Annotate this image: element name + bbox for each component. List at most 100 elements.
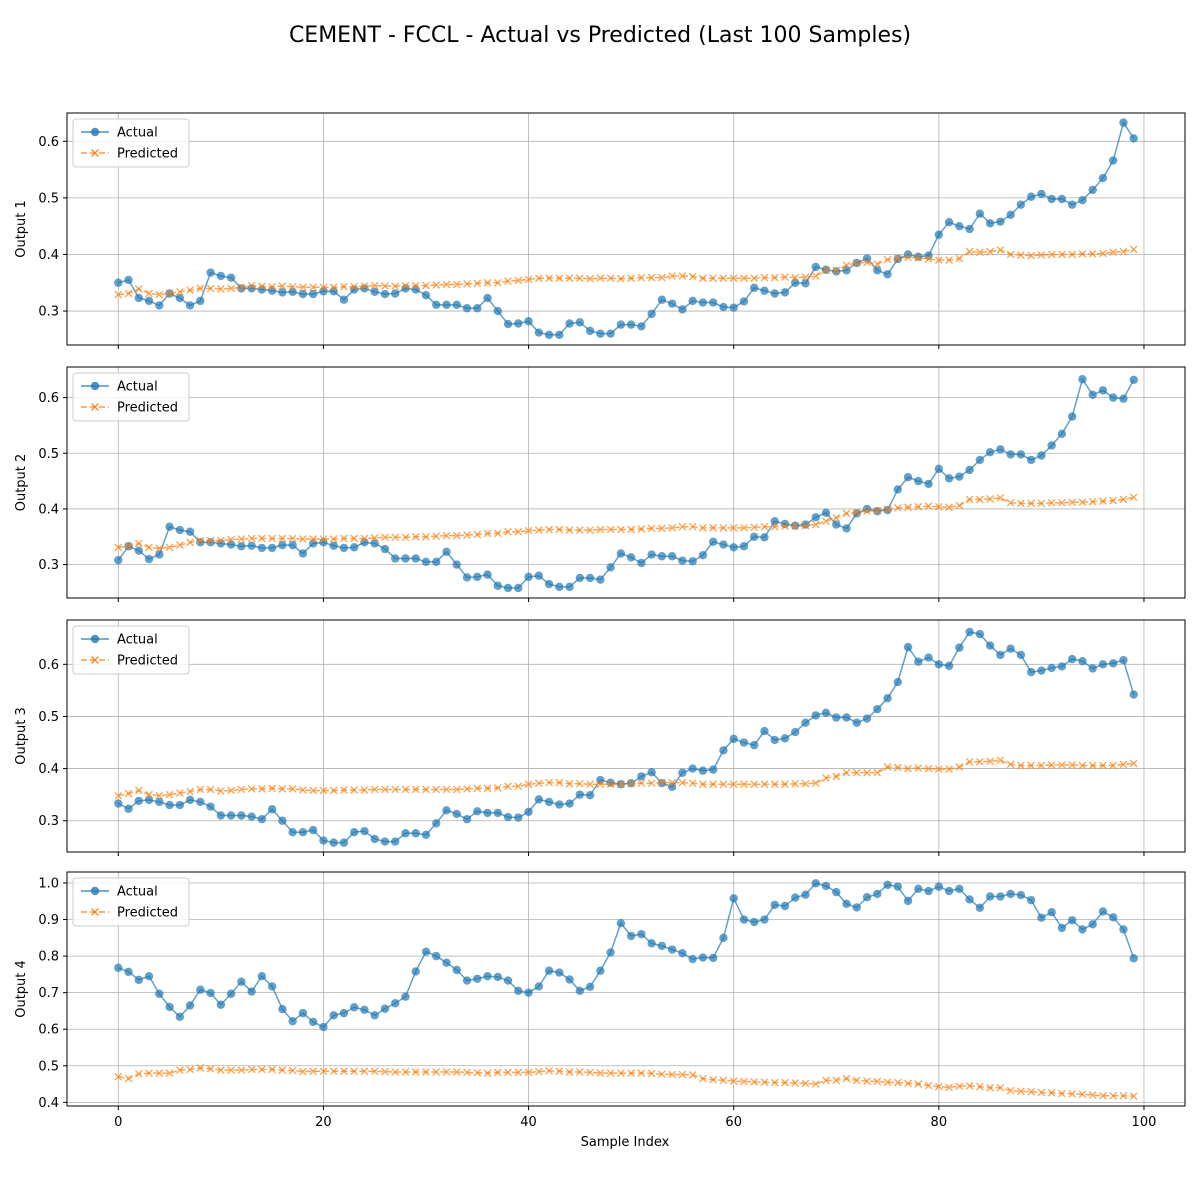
data-point-actual — [442, 547, 451, 556]
data-point-predicted — [770, 273, 779, 282]
data-point-actual — [750, 917, 759, 927]
data-point-actual — [1098, 660, 1108, 669]
legend-marker-actual — [90, 127, 100, 137]
data-point-predicted — [1017, 1087, 1025, 1096]
data-point-actual — [596, 575, 605, 584]
data-point-actual — [524, 988, 533, 997]
data-point-predicted — [606, 780, 615, 789]
data-point-predicted — [493, 1068, 502, 1077]
data-point-actual — [801, 718, 810, 727]
data-point-predicted — [822, 517, 830, 526]
data-point-predicted — [760, 522, 769, 531]
data-point-predicted — [934, 1082, 943, 1091]
data-point-actual — [719, 540, 728, 549]
data-point-actual — [975, 209, 985, 218]
data-point-actual — [534, 571, 544, 580]
data-point-actual — [134, 796, 143, 806]
data-point-actual — [596, 966, 605, 975]
data-point-predicted — [422, 785, 430, 794]
data-point-actual — [401, 992, 410, 1001]
data-point-actual — [237, 542, 246, 551]
data-point-predicted — [1058, 498, 1066, 507]
legend-marker-actual — [90, 634, 100, 644]
data-point-predicted — [668, 524, 677, 532]
data-point-actual — [308, 1017, 318, 1027]
data-point-actual — [1016, 450, 1026, 459]
data-point-predicted — [288, 1066, 297, 1075]
data-point-actual — [288, 1016, 297, 1026]
data-point-predicted — [175, 541, 184, 549]
data-point-actual — [175, 525, 185, 535]
legend-box — [72, 118, 190, 168]
data-point-actual — [216, 811, 226, 820]
data-point-actual — [1088, 390, 1097, 400]
data-point-predicted — [750, 1078, 759, 1086]
data-point-predicted — [924, 502, 933, 511]
data-point-predicted — [186, 1065, 194, 1074]
data-point-actual — [185, 301, 195, 310]
data-point-predicted — [175, 789, 184, 797]
data-point-predicted — [350, 282, 359, 291]
data-point-actual — [924, 886, 933, 896]
data-point-predicted — [319, 786, 328, 795]
data-point-predicted — [329, 786, 338, 795]
data-point-predicted — [678, 272, 687, 280]
series-line-predicted — [118, 496, 1134, 550]
legend-marker-predicted — [91, 656, 99, 664]
data-point-predicted — [268, 1065, 276, 1074]
data-point-actual — [647, 309, 656, 319]
data-point-predicted — [463, 785, 471, 793]
data-point-actual — [832, 520, 841, 529]
data-point-predicted — [391, 785, 400, 794]
data-point-actual — [114, 555, 123, 565]
y-tick-label: 0.6 — [38, 135, 59, 150]
data-point-actual — [524, 572, 533, 582]
data-point-predicted — [370, 1067, 379, 1076]
data-point-predicted — [329, 535, 338, 543]
data-point-actual — [903, 896, 913, 906]
y-tick-label: 0.4 — [38, 762, 59, 777]
data-point-predicted — [1027, 1087, 1036, 1096]
data-point-predicted — [750, 523, 759, 532]
data-point-predicted — [124, 542, 133, 551]
data-point-actual — [596, 775, 605, 785]
data-point-actual — [432, 300, 441, 310]
data-point-actual — [811, 513, 820, 522]
data-point-predicted — [442, 531, 451, 540]
data-point-predicted — [514, 527, 523, 536]
data-point-actual — [708, 298, 718, 307]
data-point-actual — [534, 982, 544, 991]
data-point-predicted — [791, 1079, 800, 1087]
data-point-actual — [750, 532, 759, 541]
data-point-actual — [955, 472, 964, 481]
data-point-actual — [883, 505, 892, 515]
data-point-predicted — [545, 778, 553, 787]
data-point-predicted — [1068, 761, 1077, 769]
data-point-actual — [1047, 663, 1056, 673]
data-point-predicted — [832, 266, 841, 275]
data-point-predicted — [678, 778, 687, 787]
data-point-predicted — [1099, 249, 1107, 258]
data-point-predicted — [237, 785, 246, 794]
y-tick-label: 0.6 — [38, 1023, 59, 1038]
data-point-predicted — [986, 757, 994, 766]
data-point-predicted — [924, 1081, 933, 1090]
data-point-actual — [657, 941, 667, 951]
data-point-predicted — [842, 261, 851, 270]
data-point-predicted — [565, 779, 574, 788]
data-point-actual — [555, 330, 564, 340]
data-point-actual — [1067, 200, 1077, 209]
legend-label-actual: Actual — [117, 885, 158, 900]
data-point-actual — [606, 778, 615, 787]
data-point-predicted — [442, 280, 451, 289]
data-point-actual — [647, 768, 656, 777]
data-point-predicted — [442, 785, 451, 794]
data-point-predicted — [145, 790, 153, 799]
data-point-predicted — [842, 1074, 851, 1083]
data-point-actual — [1109, 393, 1118, 402]
data-point-predicted — [175, 1066, 184, 1075]
data-point-actual — [975, 455, 985, 465]
data-point-actual — [1067, 654, 1077, 664]
data-point-predicted — [750, 274, 759, 283]
